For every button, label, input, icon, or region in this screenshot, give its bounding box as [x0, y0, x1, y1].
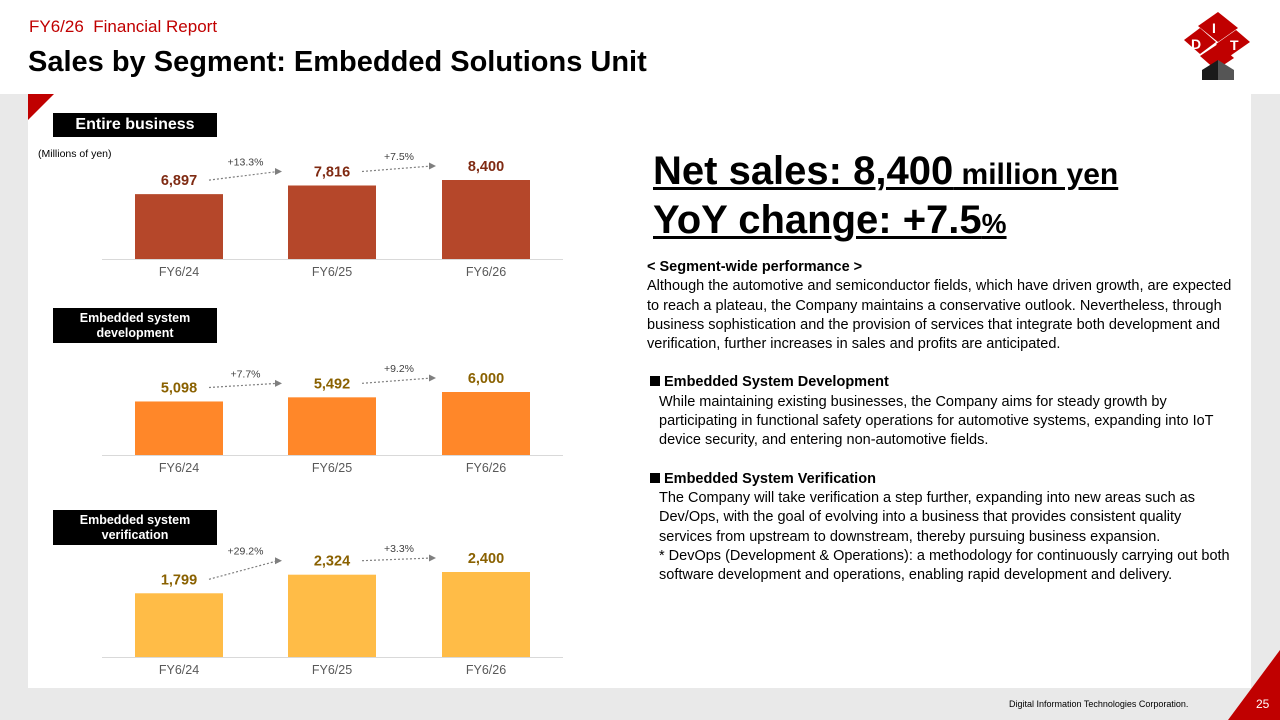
chart-category-label: FY6/24 [159, 461, 199, 475]
growth-arrow-head-icon [275, 379, 282, 387]
logo-letter-i: I [1212, 20, 1216, 36]
growth-arrow-head-icon [275, 167, 282, 175]
segment-label-development: Embedded system development [53, 308, 217, 343]
overview-block: < Segment-wide performance > Although th… [647, 258, 1237, 354]
segment-label-development-line2: development [96, 325, 174, 340]
page-title: Sales by Segment: Embedded Solutions Uni… [28, 46, 647, 78]
headline-net-sales-unit: million yen [953, 158, 1119, 191]
growth-arrow-head-icon [429, 162, 436, 170]
segment-label-development-line1: Embedded system [79, 311, 191, 326]
chart-bar-fy6-25 [288, 397, 376, 455]
chart-category-label: FY6/25 [312, 265, 352, 279]
growth-arrow-head-icon [429, 374, 436, 382]
chart-bar-fy6-25 [288, 185, 376, 259]
chart-value-label: 6,000 [468, 371, 504, 387]
footer-company: Digital Information Technologies Corpora… [1009, 699, 1189, 709]
chart-bar-fy6-24 [135, 401, 223, 455]
growth-label: +29.2% [228, 546, 264, 558]
chart-embedded-development: 5,098 FY6/24 5,492 FY6/25 6,000 FY6/26 +7.7% +9… [102, 363, 563, 475]
segment-label-verification: Embedded system verification [53, 510, 217, 545]
overview-heading: < Segment-wide performance > [647, 259, 863, 275]
segment-label-entire: Entire business [53, 113, 217, 137]
growth-arrow-head-icon [275, 557, 282, 565]
chart-value-label: 2,324 [314, 554, 350, 570]
growth-arrow-head-icon [429, 554, 436, 562]
verification-block: Embedded System Verification The Company… [647, 470, 1237, 586]
corner-accent-top-left [28, 94, 54, 120]
segment-commentary: < Segment-wide performance > Although th… [647, 258, 1237, 585]
chart-value-label: 2,400 [468, 551, 504, 567]
content-card [28, 94, 1251, 688]
growth-arrow-line [361, 557, 433, 562]
chart-bar-fy6-24 [135, 593, 223, 657]
chart-bar-fy6-25 [288, 574, 376, 657]
chart-category-label: FY6/24 [159, 265, 199, 279]
development-heading: Embedded System Development [664, 374, 889, 391]
development-block: Embedded System Development While mainta… [647, 373, 1237, 450]
chart-category-label: FY6/26 [466, 663, 506, 677]
corner-accent-bottom-right [1228, 650, 1280, 720]
verification-text: The Company will take verification a ste… [659, 489, 1195, 545]
chart-value-label: 5,098 [161, 380, 197, 396]
chart-category-label: FY6/26 [466, 461, 506, 475]
corner-fold-top-right [1218, 94, 1251, 126]
company-logo: D I T [1184, 12, 1250, 80]
chart-embedded-verification: 1,799 FY6/24 2,324 FY6/25 2,400 FY6/26 +29.2% +… [102, 543, 563, 677]
growth-arrow-line [361, 377, 433, 384]
chart-category-label: FY6/24 [159, 663, 199, 677]
headline-yoy-value: YoY change: +7.5 [653, 198, 982, 242]
chart-bar-fy6-24 [135, 194, 223, 259]
growth-label: +13.3% [228, 156, 264, 168]
chart-category-label: FY6/26 [466, 265, 506, 279]
headline-yoy-unit: % [981, 208, 1007, 239]
overview-text: Although the automotive and semiconducto… [647, 278, 1232, 353]
growth-label: +9.2% [384, 363, 414, 375]
headline-yoy-change: YoY change: +7.5% [653, 198, 1007, 243]
chart-entire-business: 6,897 FY6/24 7,816 FY6/25 8,400 FY6/26 +13.3% +… [102, 151, 563, 279]
chart-value-label: 8,400 [468, 159, 504, 175]
chart-value-label: 7,816 [314, 164, 350, 180]
chart-bar-fy6-26 [442, 572, 530, 657]
verification-heading: Embedded System Verification [664, 470, 876, 487]
growth-label: +7.7% [230, 368, 260, 380]
devops-note: * DevOps (Development & Operations): a m… [659, 547, 1230, 584]
segment-label-verification-line2: verification [101, 527, 169, 542]
growth-arrow-line [361, 165, 433, 173]
units-note: (Millions of yen) [38, 148, 112, 160]
page-number: 25 [1256, 697, 1270, 711]
chart-value-label: 6,897 [161, 173, 197, 189]
bullet-square-icon [650, 376, 660, 387]
logo-letter-d: D [1191, 36, 1201, 52]
growth-label: +3.3% [384, 543, 414, 555]
growth-arrow-line [208, 170, 279, 181]
segment-label-entire-text: Entire business [75, 115, 195, 133]
growth-arrow-line [208, 382, 279, 389]
headline-net-sales: Net sales: 8,400 million yen [653, 149, 1118, 194]
development-text: While maintaining existing businesses, t… [659, 393, 1214, 449]
header-band [0, 0, 1280, 94]
report-label: FY6/26 Financial Report [29, 17, 218, 36]
chart-bar-fy6-26 [442, 180, 530, 259]
logo-letter-t: T [1230, 37, 1239, 53]
headline-net-sales-value: Net sales: 8,400 [653, 149, 954, 193]
bullet-square-icon [650, 472, 660, 483]
growth-arrow-line [208, 560, 279, 580]
chart-category-label: FY6/25 [312, 663, 352, 677]
growth-label: +7.5% [384, 151, 414, 163]
chart-value-label: 1,799 [161, 572, 197, 588]
segment-label-verification-line1: Embedded system [79, 513, 191, 528]
chart-bar-fy6-26 [442, 392, 530, 455]
chart-category-label: FY6/25 [312, 461, 352, 475]
chart-value-label: 5,492 [314, 376, 350, 392]
